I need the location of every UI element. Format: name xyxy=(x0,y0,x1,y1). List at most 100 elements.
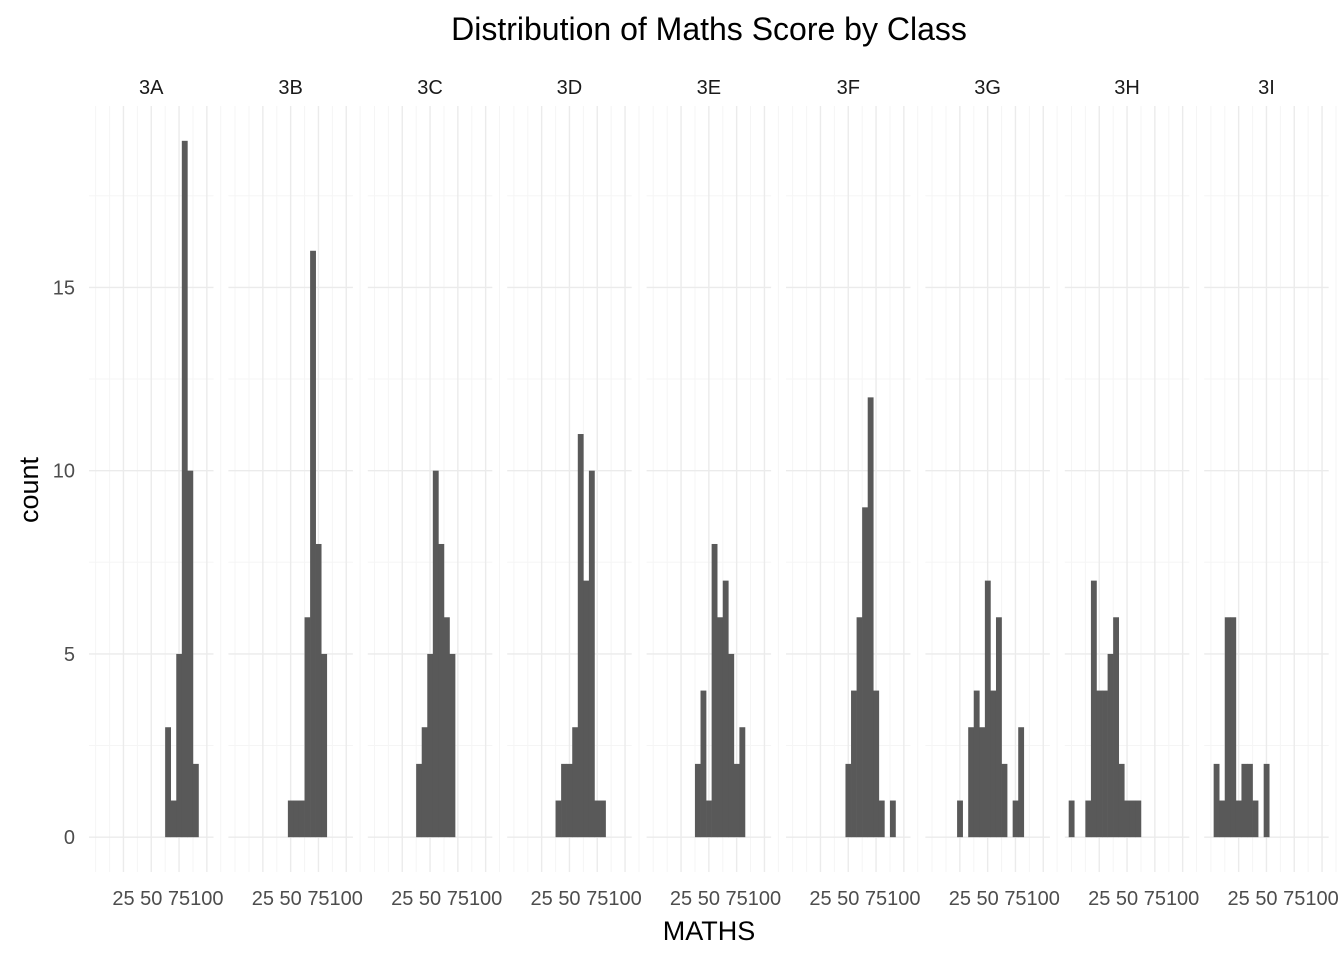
histogram-bar xyxy=(287,800,294,838)
histogram-bar xyxy=(739,727,746,838)
histogram-bar xyxy=(1230,617,1237,838)
x-tick-label: 100 xyxy=(1305,888,1338,910)
histogram-bar xyxy=(1102,690,1108,838)
facet-strip-label: 3H xyxy=(1114,77,1140,99)
facet-strip-label: 3G xyxy=(974,77,1001,99)
histogram-bar xyxy=(1090,580,1097,838)
x-tick-label: 100 xyxy=(887,888,920,910)
facet-panel-3h: 3H 25 50 75 100 xyxy=(1064,77,1199,910)
histogram-bar xyxy=(310,250,316,838)
histogram-bar xyxy=(700,690,707,838)
x-tick-label: 100 xyxy=(190,888,223,910)
histogram-bar xyxy=(862,507,869,838)
histogram-bar xyxy=(432,470,439,838)
y-axis-title: count xyxy=(14,456,44,523)
histogram-bar xyxy=(416,763,423,838)
x-tick-label: 100 xyxy=(330,888,363,910)
histogram-bar xyxy=(856,617,863,838)
histogram-bar xyxy=(1241,763,1248,838)
histogram-bar xyxy=(165,727,172,838)
histogram-bar xyxy=(973,690,980,838)
facet-panel-3e: 3E 25 50 75 100 xyxy=(646,77,781,910)
x-tick-label: 75 xyxy=(586,888,608,910)
x-tick-label: 75 xyxy=(1004,888,1026,910)
histogram-bar xyxy=(711,543,718,838)
histogram-bar xyxy=(443,617,450,838)
histogram-bar xyxy=(1018,727,1025,838)
histogram-bar xyxy=(192,763,199,838)
x-tick-label: 50 xyxy=(140,888,162,910)
x-tick-label: 75 xyxy=(307,888,329,910)
x-tick-label: 25 xyxy=(809,888,831,910)
histogram-bar xyxy=(577,434,584,838)
histogram-bar xyxy=(1001,763,1008,838)
histogram-bar xyxy=(851,690,857,838)
histogram-bar xyxy=(187,470,194,838)
histogram-bar xyxy=(1252,800,1259,838)
histogram-bar xyxy=(427,653,434,838)
x-tick-label: 50 xyxy=(977,888,999,910)
x-tick-label: 100 xyxy=(1166,888,1199,910)
facet-strip-label: 3B xyxy=(278,77,302,99)
facet-panel-3a: 3A 25 50 75 100 xyxy=(89,77,224,910)
histogram-bar xyxy=(717,617,724,838)
chart-title: Distribution of Maths Score by Class xyxy=(451,11,967,47)
x-tick-label: 50 xyxy=(280,888,302,910)
x-tick-label: 50 xyxy=(837,888,859,910)
facet-strip-label: 3A xyxy=(139,77,164,99)
histogram-bar xyxy=(449,653,456,838)
histogram-bar xyxy=(1068,800,1075,838)
histogram-bar xyxy=(1085,800,1092,838)
histogram-bar xyxy=(321,653,328,838)
histogram-bar xyxy=(706,800,712,838)
x-axis-title: MATHS xyxy=(663,916,756,946)
histogram-bar xyxy=(572,727,579,838)
histogram-bar xyxy=(1235,800,1242,838)
x-tick-label: 100 xyxy=(608,888,641,910)
x-tick-label: 100 xyxy=(469,888,502,910)
x-tick-label: 75 xyxy=(168,888,190,910)
x-tick-label: 75 xyxy=(447,888,469,910)
histogram-bar xyxy=(1224,617,1231,838)
histogram-bar xyxy=(984,580,991,838)
facet-strip-label: 3D xyxy=(557,77,583,99)
histogram-bar xyxy=(170,800,177,838)
x-tick-label: 25 xyxy=(949,888,971,910)
x-tick-label: 75 xyxy=(726,888,748,910)
histogram-bar xyxy=(867,397,874,838)
x-tick-label: 25 xyxy=(1228,888,1250,910)
x-tick-label: 25 xyxy=(391,888,413,910)
x-tick-label: 50 xyxy=(1255,888,1277,910)
facet-panel-3g: 3G 25 50 75 100 xyxy=(925,77,1060,910)
histogram-bar xyxy=(733,763,740,838)
facet-panel-3d: 3D 25 50 75 100 xyxy=(507,77,642,910)
histogram-bar xyxy=(979,727,986,838)
x-tick-label: 25 xyxy=(670,888,692,910)
histogram-bar xyxy=(1263,763,1270,838)
histogram-bar xyxy=(181,140,188,838)
histogram-bar xyxy=(304,617,311,838)
histogram-bar xyxy=(566,763,573,838)
histogram-bar xyxy=(561,763,567,838)
x-tick-label: 50 xyxy=(698,888,720,910)
facet-panel-3f: 3F 25 50 75 100 xyxy=(786,77,921,910)
histogram-bar xyxy=(594,800,601,838)
x-tick-label: 75 xyxy=(1144,888,1166,910)
histogram-bar xyxy=(722,580,729,838)
histogram-bar xyxy=(1124,800,1131,838)
histogram-bar xyxy=(438,543,445,838)
histogram-bar xyxy=(600,800,606,838)
facet-strip-label: 3I xyxy=(1258,77,1275,99)
x-tick-label: 50 xyxy=(1116,888,1138,910)
x-tick-label: 25 xyxy=(112,888,134,910)
histogram-bar xyxy=(889,800,896,838)
histogram-bar xyxy=(293,800,300,838)
histogram-bar xyxy=(315,543,322,838)
histogram-bar xyxy=(845,763,852,838)
histogram-bar xyxy=(1219,800,1226,838)
histogram-bar xyxy=(1107,653,1114,838)
facet-strip-label: 3E xyxy=(697,77,721,99)
histogram-bar xyxy=(728,653,735,838)
histogram-bar xyxy=(1135,800,1142,838)
